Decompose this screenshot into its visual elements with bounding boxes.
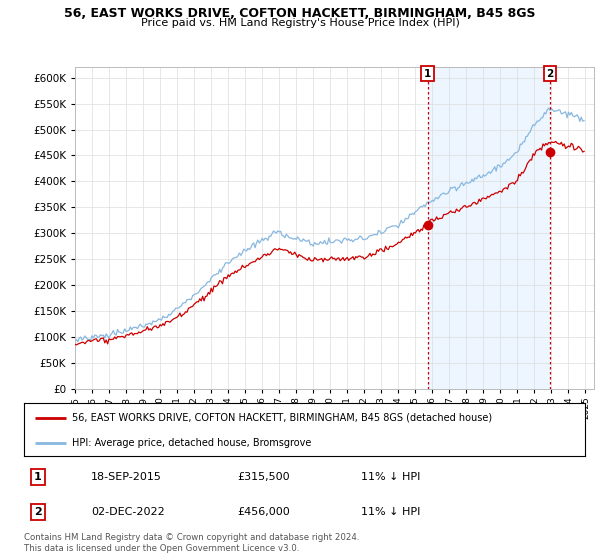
Text: 2: 2 bbox=[34, 507, 42, 517]
Text: £456,000: £456,000 bbox=[237, 507, 290, 517]
Text: 11% ↓ HPI: 11% ↓ HPI bbox=[361, 472, 420, 482]
Text: 2: 2 bbox=[547, 69, 554, 79]
Text: £315,500: £315,500 bbox=[237, 472, 290, 482]
Text: HPI: Average price, detached house, Bromsgrove: HPI: Average price, detached house, Brom… bbox=[71, 438, 311, 448]
Bar bbox=[428, 67, 550, 389]
Text: 11% ↓ HPI: 11% ↓ HPI bbox=[361, 507, 420, 517]
Text: 56, EAST WORKS DRIVE, COFTON HACKETT, BIRMINGHAM, B45 8GS (detached house): 56, EAST WORKS DRIVE, COFTON HACKETT, BI… bbox=[71, 413, 492, 423]
Text: 56, EAST WORKS DRIVE, COFTON HACKETT, BIRMINGHAM, B45 8GS: 56, EAST WORKS DRIVE, COFTON HACKETT, BI… bbox=[64, 7, 536, 20]
Text: 18-SEP-2015: 18-SEP-2015 bbox=[91, 472, 162, 482]
Text: Price paid vs. HM Land Registry's House Price Index (HPI): Price paid vs. HM Land Registry's House … bbox=[140, 18, 460, 28]
Text: 1: 1 bbox=[424, 69, 431, 79]
Text: 02-DEC-2022: 02-DEC-2022 bbox=[91, 507, 165, 517]
Text: 1: 1 bbox=[34, 472, 42, 482]
Text: Contains HM Land Registry data © Crown copyright and database right 2024.
This d: Contains HM Land Registry data © Crown c… bbox=[24, 533, 359, 553]
